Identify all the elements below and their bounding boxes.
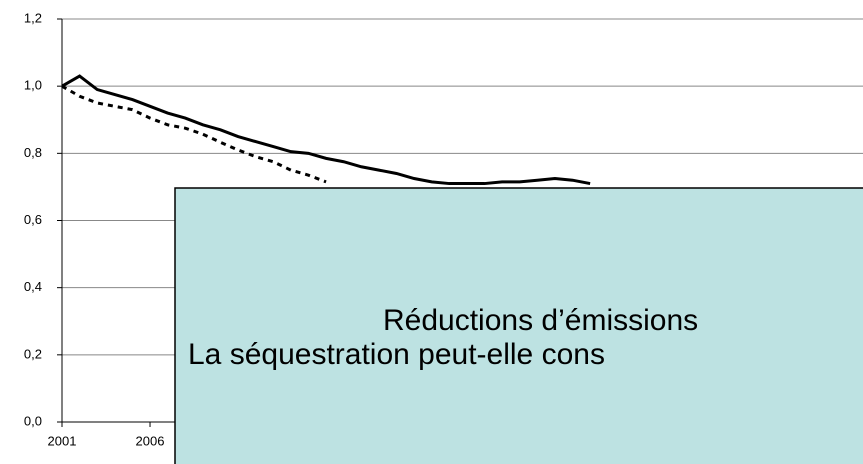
- x-tick-label: 2001: [48, 433, 77, 448]
- y-tick-label: 0,0: [24, 413, 42, 428]
- y-tick-label: 1,2: [24, 10, 42, 25]
- y-tick-label: 0,4: [24, 279, 42, 294]
- series-line: [61, 74, 591, 186]
- y-tick-label: 0,8: [24, 145, 42, 160]
- y-tick-label: 0,6: [24, 212, 42, 227]
- overlay-subtitle: La séquestration peut-elle cons: [188, 338, 605, 371]
- y-tick-label: 1,0: [24, 78, 42, 93]
- y-tick-label: 0,2: [24, 346, 42, 361]
- series-line: [61, 84, 327, 184]
- x-tick-label: 2006: [136, 433, 165, 448]
- overlay-title: Réductions d’émissions: [383, 304, 698, 337]
- overlay-box: [174, 187, 863, 464]
